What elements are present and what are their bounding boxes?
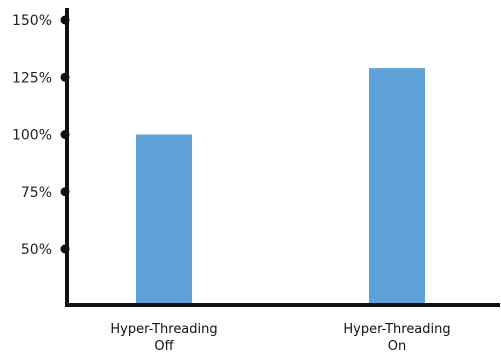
y-ticks-layer: 50% 75% 100% 125% 150% (12, 13, 70, 258)
y-tick-marker (60, 187, 70, 197)
axis-layer (65, 8, 500, 307)
y-tick-label: 75% (21, 185, 52, 201)
y-tick-label: 50% (21, 242, 52, 258)
bar-hyper-threading-on (369, 68, 425, 305)
bars-layer (136, 68, 425, 305)
y-tick-label: 150% (12, 13, 52, 29)
y-tick-label: 100% (12, 128, 52, 144)
bar-hyper-threading-off (136, 134, 192, 305)
y-tick-marker (60, 72, 70, 82)
y-tick-marker (60, 244, 70, 254)
x-category-label: Hyper-Threading (110, 322, 217, 337)
y-tick-label: 125% (12, 70, 52, 86)
x-labels-layer: Hyper-Threading Off Hyper-Threading On (110, 322, 450, 354)
x-category-label: Hyper-Threading (343, 322, 450, 337)
x-category-label: On (388, 339, 406, 354)
y-tick-marker (60, 15, 70, 25)
y-tick-marker (60, 130, 70, 139)
x-category-label: Off (154, 339, 174, 354)
